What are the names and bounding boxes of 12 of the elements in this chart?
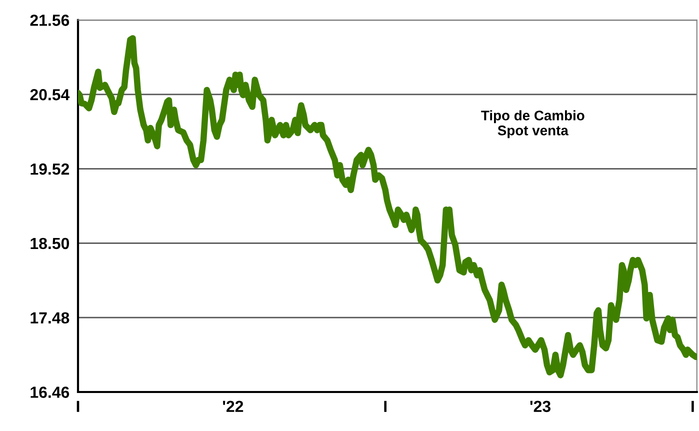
- y-tick-label: 18.50: [30, 238, 70, 250]
- x-tick-label: I: [692, 400, 694, 412]
- x-tick-label: I: [76, 400, 80, 412]
- y-tick-label: 17.48: [30, 312, 70, 324]
- y-tick-label: 19.52: [30, 163, 70, 175]
- x-tick-label: I: [384, 400, 386, 412]
- x-tick-label: '22: [223, 400, 244, 412]
- y-tick-label: 21.56: [30, 14, 70, 26]
- annotation: Tipo de Cambio Spot venta: [481, 110, 584, 138]
- y-tick-label: 16.46: [30, 386, 70, 398]
- x-tick-label: '23: [530, 400, 550, 412]
- y-tick-label: 20.54: [30, 89, 70, 100]
